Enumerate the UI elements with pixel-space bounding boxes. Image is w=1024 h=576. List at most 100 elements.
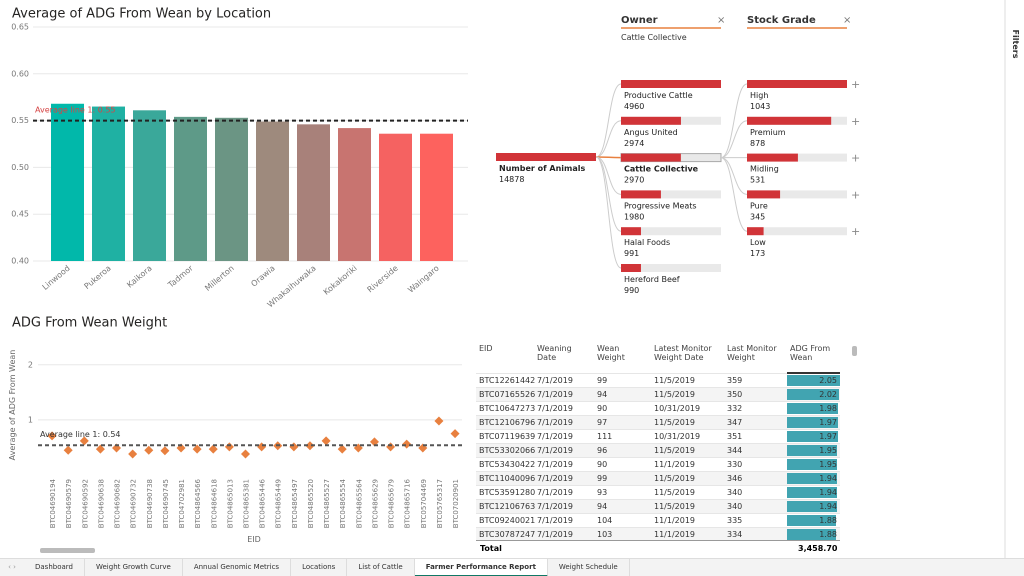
x-tick-label: BTC04865449 (275, 479, 283, 528)
point (160, 446, 170, 456)
bar (297, 124, 330, 262)
column-header[interactable]: Wean Weight (597, 344, 625, 362)
cell: BTC10647273 (476, 401, 535, 416)
table-row: BTC12261442 7/1/2019 99 11/5/2019 359 2.05 (476, 372, 840, 388)
x-tick-label: BTC04690579 (65, 479, 73, 528)
data-bar (787, 431, 838, 442)
cell: 1.94 (787, 471, 840, 486)
point (95, 444, 105, 454)
table-row: BTC07119639 7/1/2019 111 10/31/2019 351 1.97 (476, 429, 840, 444)
table-row: BTC12106796 7/1/2019 97 11/5/2019 347 1.97 (476, 415, 840, 430)
cell: 96 (594, 443, 651, 458)
tree-link (595, 120, 622, 158)
point (79, 436, 89, 446)
cell: 1.88 (787, 527, 840, 540)
bar-track (621, 190, 721, 199)
page-tab[interactable]: Locations (291, 559, 348, 576)
cell-value: 1.95 (819, 460, 837, 469)
cell-value: 1.95 (819, 446, 837, 455)
cell: 1.98 (787, 401, 840, 416)
cell-value: 1.94 (819, 502, 837, 511)
bar (133, 110, 166, 261)
cell: BTC53430422 (476, 457, 535, 472)
cell: 7/1/2019 (534, 513, 594, 528)
x-axis-title: EID (247, 535, 261, 544)
page-tab[interactable]: Annual Genomic Metrics (183, 559, 292, 576)
cell: BTC07119639 (476, 429, 535, 444)
column-header[interactable]: Latest Monitor Weight Date (654, 344, 712, 362)
node-value: 173 (750, 249, 765, 258)
cell-value: 1.94 (819, 474, 837, 483)
column-header[interactable]: ADG From Wean (787, 340, 840, 374)
table-row: BTC53430422 7/1/2019 90 11/1/2019 330 1.95 (476, 457, 840, 472)
data-bar (787, 487, 838, 498)
table-row: BTC09240021 7/1/2019 104 11/1/2019 335 1.88 (476, 513, 840, 528)
node-value: 345 (750, 212, 765, 221)
cell: BTC30787247 (476, 527, 535, 540)
x-tick-label: BTC04690738 (146, 479, 154, 528)
node-value: 991 (624, 249, 639, 258)
column-header[interactable]: EID (479, 344, 493, 353)
bar (51, 103, 84, 261)
cell: 11/5/2019 (651, 387, 724, 402)
column-header[interactable]: Last Monitor Weight (727, 344, 777, 362)
x-tick-label: BTC04865629 (371, 479, 379, 528)
point (402, 439, 412, 449)
node-label: Progressive Meats (624, 201, 697, 210)
cell: 7/1/2019 (534, 485, 594, 500)
cell: 7/1/2019 (534, 471, 594, 486)
x-tick-label: BTC04865381 (243, 479, 251, 528)
y-tick-label: 0.40 (11, 257, 29, 266)
page-tab[interactable]: Weight Growth Curve (85, 559, 183, 576)
tab-bar: ‹ › Dashboard Weight Growth Curve Annual Ge… (0, 558, 1024, 576)
tree-link (595, 83, 622, 158)
table-body: BTC12261442 7/1/2019 99 11/5/2019 359 2.05 BTC… (476, 372, 840, 540)
cell: 10/31/2019 (651, 401, 724, 416)
node-bar (747, 116, 832, 125)
table-scrollbar[interactable] (852, 346, 857, 356)
cell: 1.95 (787, 457, 840, 472)
page-tab[interactable]: List of Cattle (347, 559, 415, 576)
point (192, 444, 202, 454)
bar (379, 133, 412, 261)
x-tick-label: Pukeroa (83, 264, 113, 291)
data-bar (787, 445, 838, 456)
y-tick-label: 0.45 (11, 210, 29, 219)
x-tick-label: BTC04865716 (404, 478, 412, 528)
cell: 347 (724, 415, 787, 430)
cell: BTC53591280 (476, 485, 535, 500)
point (241, 449, 250, 459)
node-label: Midling (750, 165, 779, 174)
cell: 93 (594, 485, 651, 500)
tree-link (720, 157, 748, 195)
x-tick-label: BTC04690732 (130, 479, 138, 528)
close-icon: × (843, 15, 851, 26)
page-tab[interactable]: Dashboard (24, 559, 85, 576)
x-tick-label: BTC07020901 (452, 479, 460, 528)
cell: BTC12261442 (476, 372, 535, 388)
cell: 11/5/2019 (651, 443, 724, 458)
node-label: Low (750, 238, 766, 247)
cell: 7/1/2019 (534, 443, 594, 458)
filters-pane[interactable]: Filters (1011, 30, 1020, 59)
point (63, 445, 73, 455)
bar-track (747, 190, 847, 199)
page-tab[interactable]: Weight Schedule (548, 559, 630, 576)
x-tick-label: Waingaro (406, 264, 441, 295)
level-title: Stock Grade (747, 15, 816, 26)
x-tick-label: BTC04865520 (307, 479, 315, 528)
table-row: BTC12106763 7/1/2019 94 11/5/2019 340 1.94 (476, 499, 840, 514)
column-header[interactable]: Weaning Date (537, 344, 572, 362)
total-value: 3,458.70 (798, 544, 838, 553)
tab-nav[interactable]: ‹ › (8, 563, 16, 571)
data-bar (787, 417, 838, 428)
x-tick-label: BTC04702981 (178, 479, 186, 528)
x-tick-label: BTC04865679 (388, 479, 396, 528)
bar-track (621, 227, 721, 236)
cell: 10/31/2019 (651, 429, 724, 444)
tree-link (595, 156, 622, 159)
chart-scrollbar[interactable] (40, 548, 95, 553)
node-bar (747, 80, 847, 88)
page-tab[interactable]: Farmer Performance Report (414, 559, 548, 576)
cell: BTC12106796 (476, 415, 535, 430)
